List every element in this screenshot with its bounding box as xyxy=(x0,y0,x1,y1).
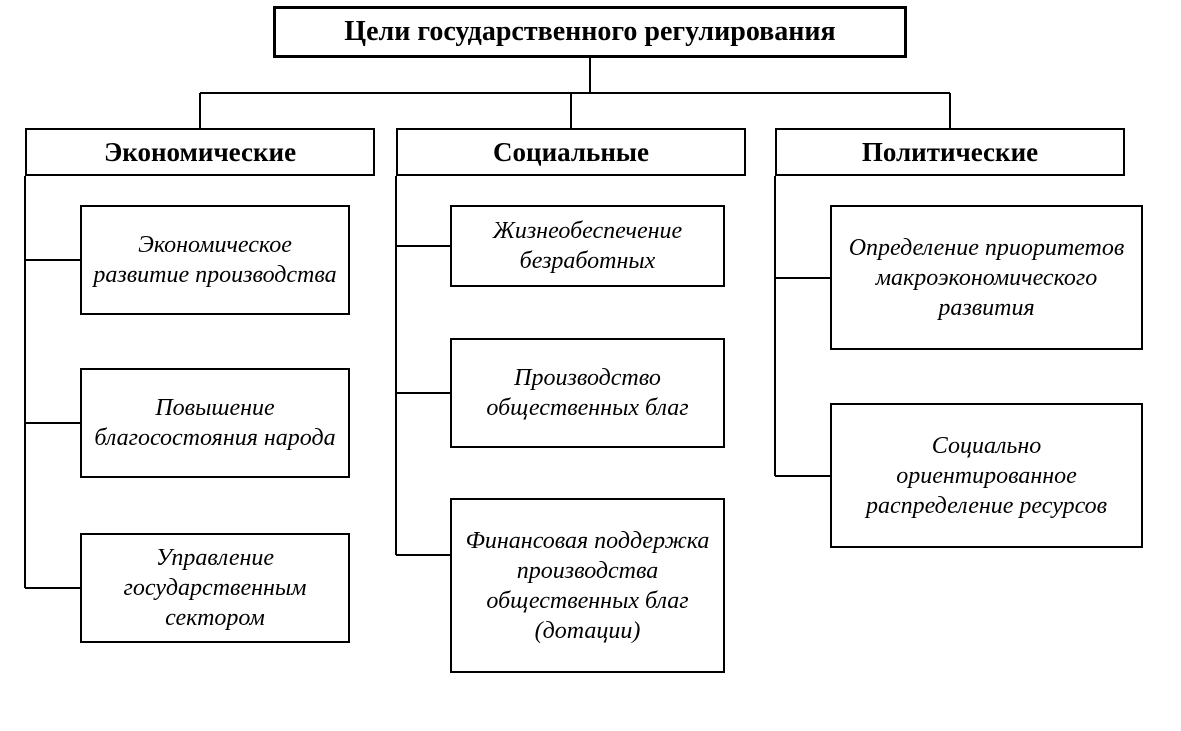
item-economic-1: Повышение благосостояния народа xyxy=(80,368,350,478)
item-economic-2: Управление государственным сектором xyxy=(80,533,350,643)
root-node: Цели государственного регулирования xyxy=(273,6,907,58)
category-political: Политические xyxy=(775,128,1125,176)
category-economic: Экономические xyxy=(25,128,375,176)
category-social: Социальные xyxy=(396,128,746,176)
item-social-1: Производство общественных благ xyxy=(450,338,725,448)
item-social-2: Финансовая поддержка производства общест… xyxy=(450,498,725,673)
item-political-0: Определение приоритетов макроэкономическ… xyxy=(830,205,1143,350)
item-political-1: Социально ориентированное распределение … xyxy=(830,403,1143,548)
item-economic-0: Экономическое развитие производства xyxy=(80,205,350,315)
diagram-canvas: Цели государственного регулирования Экон… xyxy=(0,0,1181,731)
item-social-0: Жизнеобеспечение безработных xyxy=(450,205,725,287)
